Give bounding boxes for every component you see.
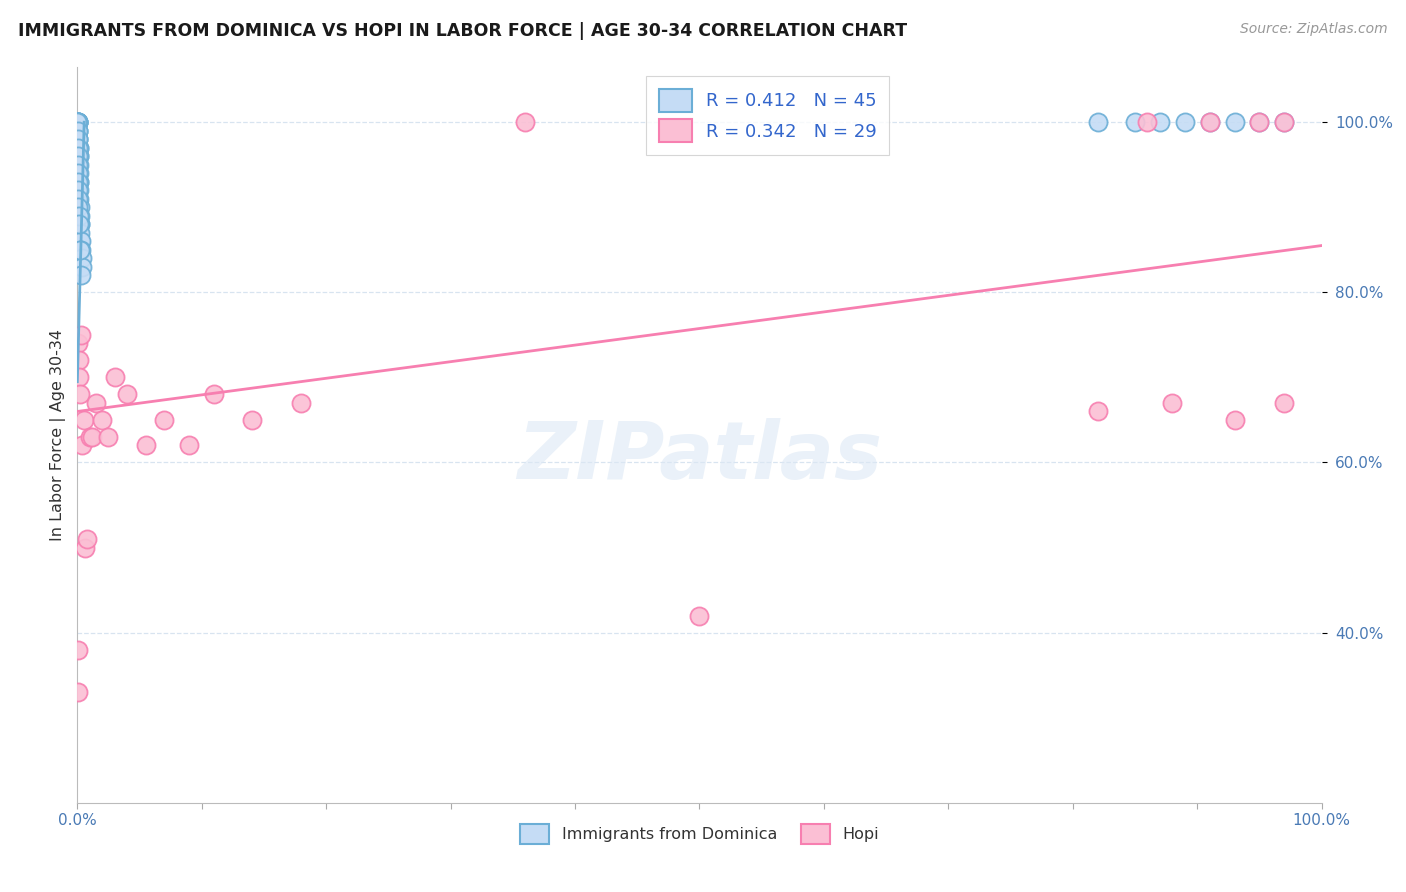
Point — [1198, 115, 1220, 129]
Point — [70, 243, 93, 257]
Point — [67, 166, 90, 180]
Point — [67, 175, 90, 189]
Point — [73, 541, 96, 555]
Point — [67, 183, 90, 197]
Point — [69, 217, 91, 231]
Point — [67, 132, 90, 146]
Point — [69, 235, 91, 249]
Point — [67, 642, 90, 657]
Point — [202, 387, 225, 401]
Point — [1272, 115, 1295, 129]
Point — [66, 132, 89, 146]
Point — [66, 685, 89, 699]
Point — [76, 532, 98, 546]
Point — [1198, 115, 1220, 129]
Point — [66, 149, 89, 163]
Point — [67, 183, 90, 197]
Point — [70, 268, 93, 283]
Point — [1223, 413, 1246, 427]
Point — [69, 200, 91, 214]
Point — [82, 430, 104, 444]
Y-axis label: In Labor Force | Age 30-34: In Labor Force | Age 30-34 — [51, 329, 66, 541]
Point — [1087, 115, 1109, 129]
Point — [67, 124, 90, 138]
Point — [1272, 396, 1295, 410]
Point — [69, 226, 91, 240]
Point — [1161, 396, 1184, 410]
Point — [91, 413, 114, 427]
Point — [69, 209, 91, 223]
Point — [67, 115, 90, 129]
Point — [153, 413, 176, 427]
Point — [67, 175, 90, 189]
Point — [66, 115, 89, 129]
Point — [97, 430, 120, 444]
Point — [70, 327, 93, 342]
Point — [67, 158, 90, 172]
Point — [72, 438, 94, 452]
Point — [1249, 115, 1271, 129]
Point — [79, 430, 101, 444]
Point — [1249, 115, 1271, 129]
Point — [1223, 115, 1246, 129]
Point — [66, 124, 89, 138]
Point — [135, 438, 157, 452]
Point — [67, 353, 90, 368]
Point — [67, 141, 90, 155]
Point — [67, 336, 90, 351]
Point — [67, 192, 90, 206]
Point — [1174, 115, 1197, 129]
Point — [1149, 115, 1171, 129]
Point — [69, 243, 91, 257]
Point — [67, 141, 90, 155]
Point — [67, 200, 90, 214]
Point — [115, 387, 138, 401]
Point — [67, 209, 90, 223]
Point — [69, 387, 91, 401]
Text: Source: ZipAtlas.com: Source: ZipAtlas.com — [1240, 22, 1388, 37]
Point — [67, 217, 90, 231]
Point — [70, 252, 93, 266]
Point — [1272, 115, 1295, 129]
Point — [1123, 115, 1146, 129]
Point — [240, 413, 263, 427]
Point — [1087, 404, 1109, 418]
Point — [67, 132, 90, 146]
Point — [84, 396, 107, 410]
Point — [66, 115, 89, 129]
Point — [1136, 115, 1159, 129]
Point — [69, 192, 91, 206]
Point — [689, 608, 711, 623]
Point — [72, 413, 94, 427]
Point — [66, 115, 89, 129]
Point — [66, 141, 89, 155]
Point — [67, 149, 90, 163]
Point — [66, 158, 89, 172]
Point — [72, 260, 94, 274]
Point — [290, 396, 312, 410]
Point — [69, 217, 91, 231]
Text: IMMIGRANTS FROM DOMINICA VS HOPI IN LABOR FORCE | AGE 30-34 CORRELATION CHART: IMMIGRANTS FROM DOMINICA VS HOPI IN LABO… — [18, 22, 907, 40]
Point — [66, 115, 89, 129]
Point — [67, 175, 90, 189]
Point — [515, 115, 537, 129]
Text: ZIPatlas: ZIPatlas — [517, 418, 882, 496]
Point — [70, 235, 93, 249]
Point — [67, 370, 90, 384]
Point — [66, 115, 89, 129]
Point — [179, 438, 201, 452]
Point — [67, 149, 90, 163]
Point — [67, 124, 90, 138]
Point — [66, 166, 89, 180]
Legend: Immigrants from Dominica, Hopi: Immigrants from Dominica, Hopi — [513, 818, 886, 850]
Point — [66, 115, 89, 129]
Point — [104, 370, 127, 384]
